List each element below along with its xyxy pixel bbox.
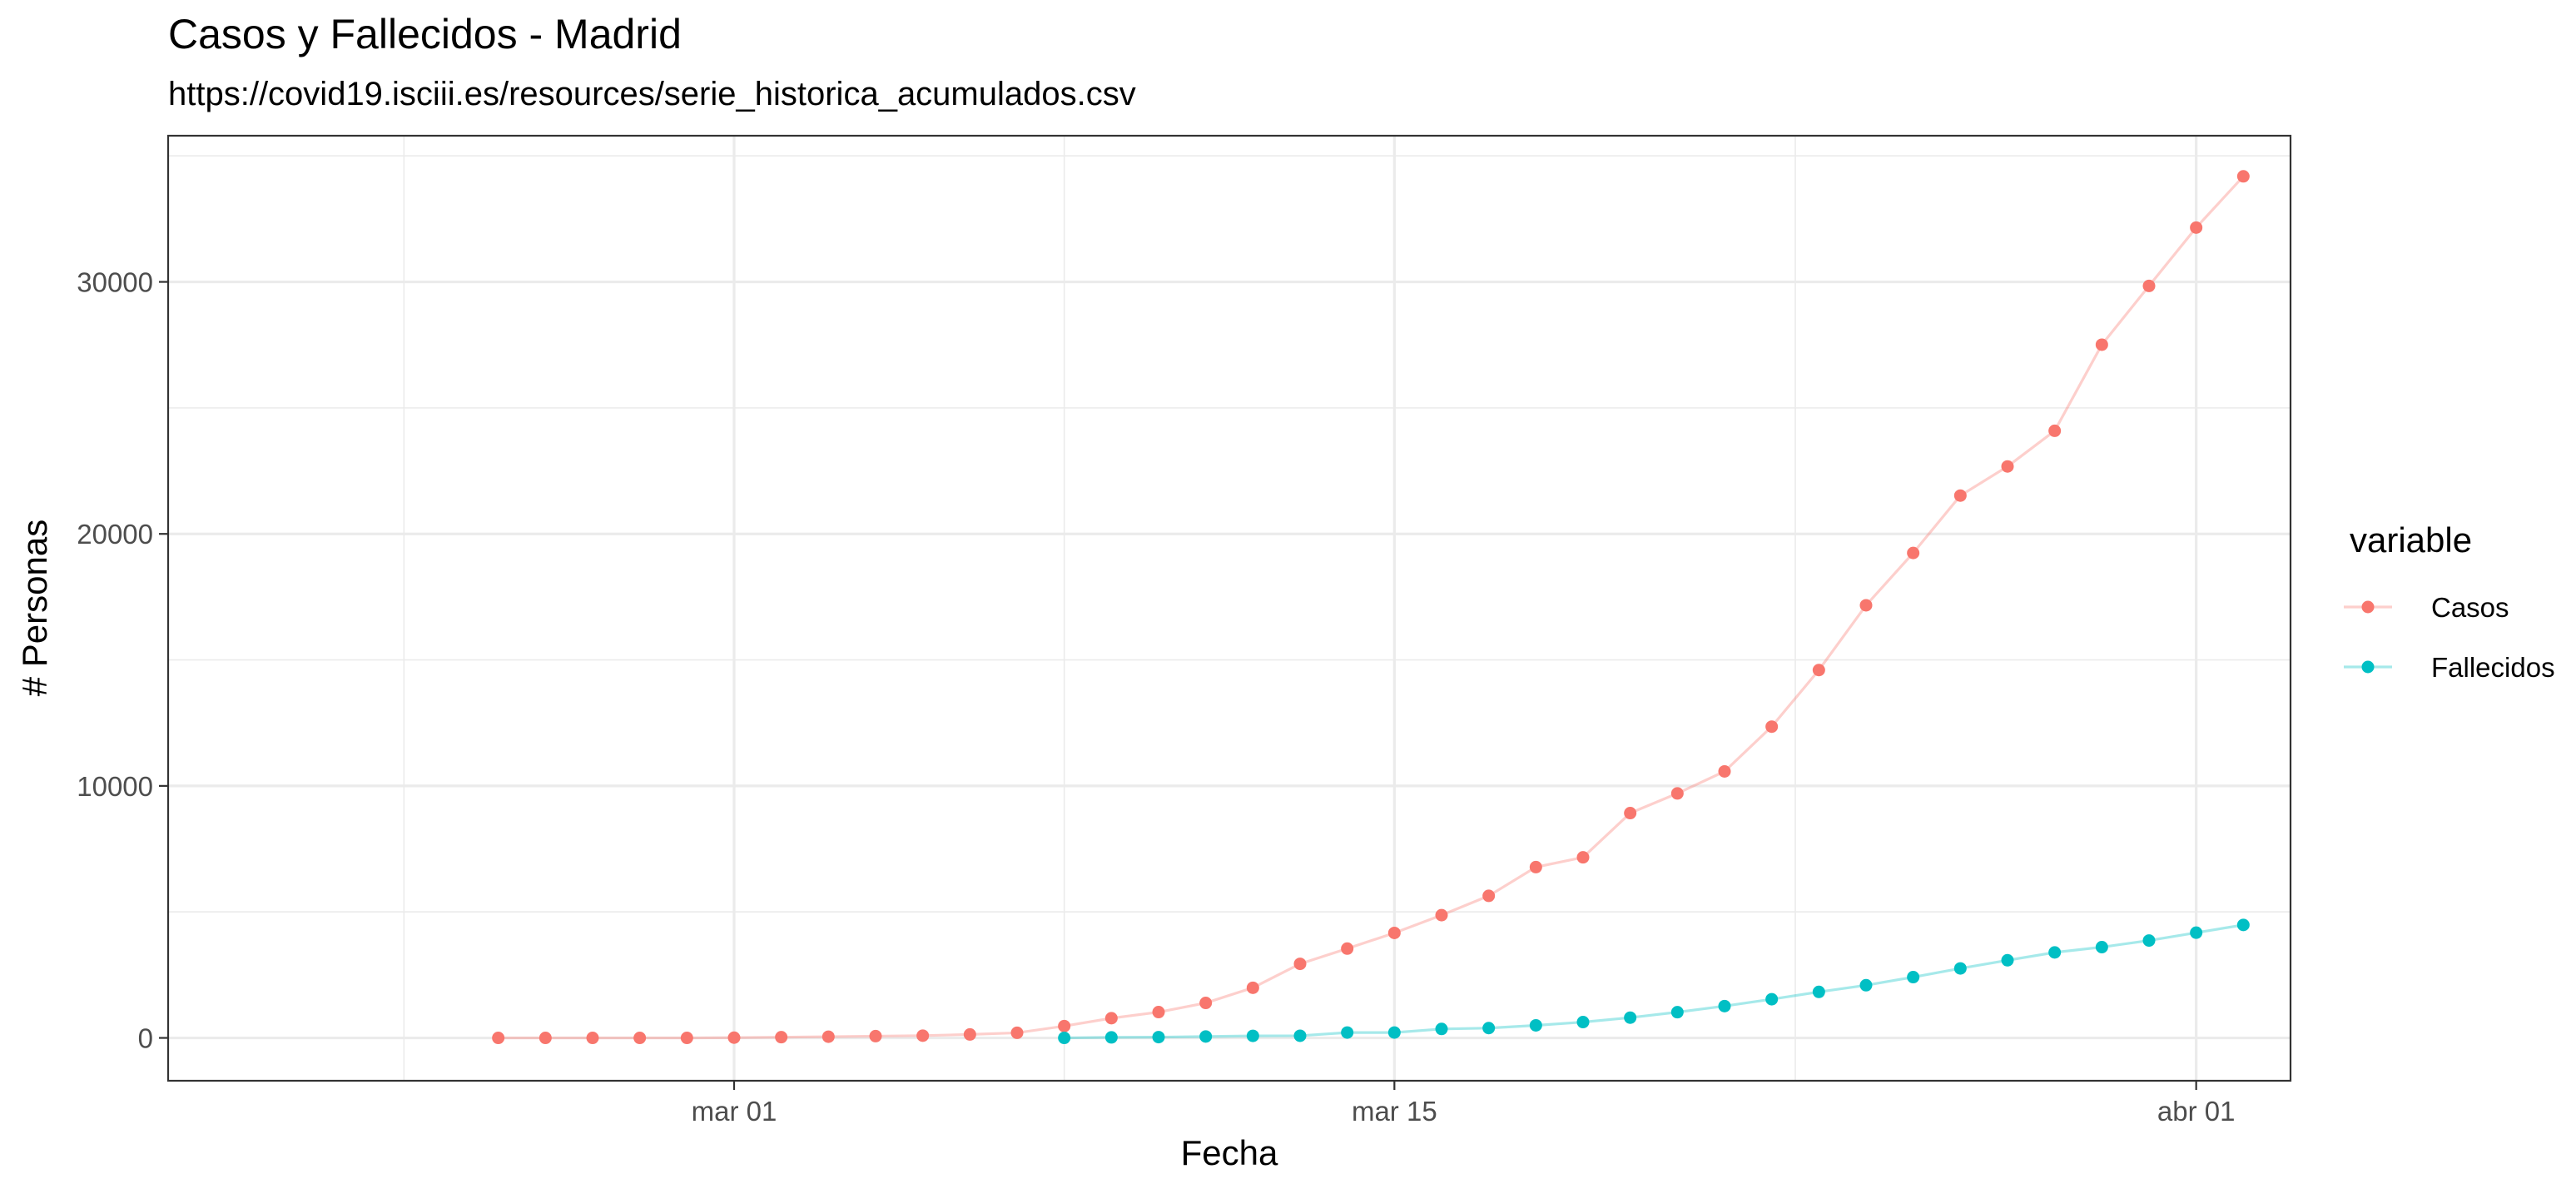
x-tick-label: mar 15 [1352,1096,1437,1127]
x-tick-label: abr 01 [2157,1096,2236,1127]
plot-panel [168,136,2291,1081]
grid-major [168,136,2291,1081]
y-tick-label: 10000 [77,771,153,802]
data-point-casos [727,1031,741,1044]
data-point-casos [1907,546,1920,560]
legend-key-point [2361,600,2375,614]
y-tick-label: 20000 [77,519,153,550]
data-point-casos [1152,1006,1165,1019]
x-tick-label: mar 01 [692,1096,777,1127]
data-point-casos [1341,942,1354,955]
data-point-fallecidos [1341,1026,1354,1039]
data-point-fallecidos [1718,999,1731,1012]
data-point-fallecidos [1907,971,1920,984]
chart-subtitle: https://covid19.isciii.es/resources/seri… [168,76,1136,112]
y-tick-label: 0 [138,1023,153,1054]
legend-title: variable [2350,520,2472,560]
data-point-casos [1058,1019,1071,1032]
data-point-fallecidos [1104,1031,1118,1044]
data-point-fallecidos [1482,1022,1496,1035]
data-point-casos [1482,889,1496,903]
legend-key-fallecidos [2344,660,2392,674]
data-point-fallecidos [2001,953,2014,967]
data-point-casos [1718,764,1731,778]
data-point-fallecidos [1246,1029,1259,1042]
x-axis-title: Fecha [1181,1133,1278,1172]
data-point-fallecidos [2236,918,2250,932]
data-point-fallecidos [1670,1006,1684,1019]
data-point-fallecidos [1624,1011,1637,1024]
data-point-casos [1670,787,1684,800]
data-point-fallecidos [2095,940,2108,953]
series-layer [492,170,2250,1045]
data-point-casos [2190,221,2203,234]
legend-key-point [2361,660,2375,674]
data-point-fallecidos [1765,992,1779,1006]
data-point-casos [2095,338,2108,351]
axis-ticks [159,281,2197,1090]
data-point-casos [775,1031,788,1044]
legend-label-fallecidos: Fallecidos [2431,652,2555,683]
grid-minor [168,136,2291,1081]
data-point-fallecidos [1812,985,1825,998]
series-line-fallecidos [1064,923,2244,1040]
data-point-casos [869,1029,882,1042]
data-point-fallecidos [1152,1031,1165,1044]
data-point-casos [539,1032,552,1045]
data-point-fallecidos [1576,1016,1590,1029]
data-point-fallecidos [1293,1029,1307,1042]
legend-key-casos [2344,600,2392,614]
data-point-fallecidos [1199,1030,1213,1043]
data-point-casos [586,1032,599,1045]
data-point-casos [1104,1012,1118,1025]
data-point-fallecidos [1435,1022,1448,1036]
data-point-casos [2236,170,2250,183]
data-point-casos [916,1029,930,1042]
data-point-casos [1576,851,1590,864]
data-point-casos [1765,720,1779,734]
data-point-casos [1199,997,1213,1010]
data-point-casos [821,1030,835,1043]
data-point-casos [1859,599,1873,612]
chart-title: Casos y Fallecidos - Madrid [168,11,682,57]
data-point-casos [2048,424,2062,437]
data-point-casos [1387,926,1401,939]
data-point-casos [1010,1026,1024,1039]
legend-label-casos: Casos [2431,592,2509,623]
data-point-casos [2001,460,2014,473]
data-point-casos [963,1027,976,1041]
data-point-fallecidos [1058,1032,1071,1045]
y-axis-title: # Personas [15,520,54,696]
data-point-fallecidos [1529,1018,1542,1032]
data-point-casos [1953,489,1967,502]
data-point-fallecidos [2142,934,2156,948]
data-point-casos [1624,807,1637,820]
data-point-casos [680,1032,693,1045]
data-point-casos [492,1032,505,1045]
data-point-casos [1812,664,1825,677]
series-line-casos [498,175,2245,1040]
data-point-fallecidos [2190,926,2203,939]
data-point-casos [633,1032,647,1045]
y-tick-label: 30000 [77,267,153,298]
data-point-casos [1435,908,1448,922]
data-point-casos [1529,860,1542,873]
data-point-casos [2142,279,2156,292]
data-point-fallecidos [1953,962,1967,975]
data-point-fallecidos [2048,946,2062,959]
data-point-fallecidos [1387,1026,1401,1039]
legend: variable Casos Fallecidos [2344,520,2555,683]
data-point-fallecidos [1859,978,1873,992]
data-point-casos [1293,958,1307,971]
plot-panel-border [166,134,2292,1082]
data-point-casos [1246,981,1259,994]
